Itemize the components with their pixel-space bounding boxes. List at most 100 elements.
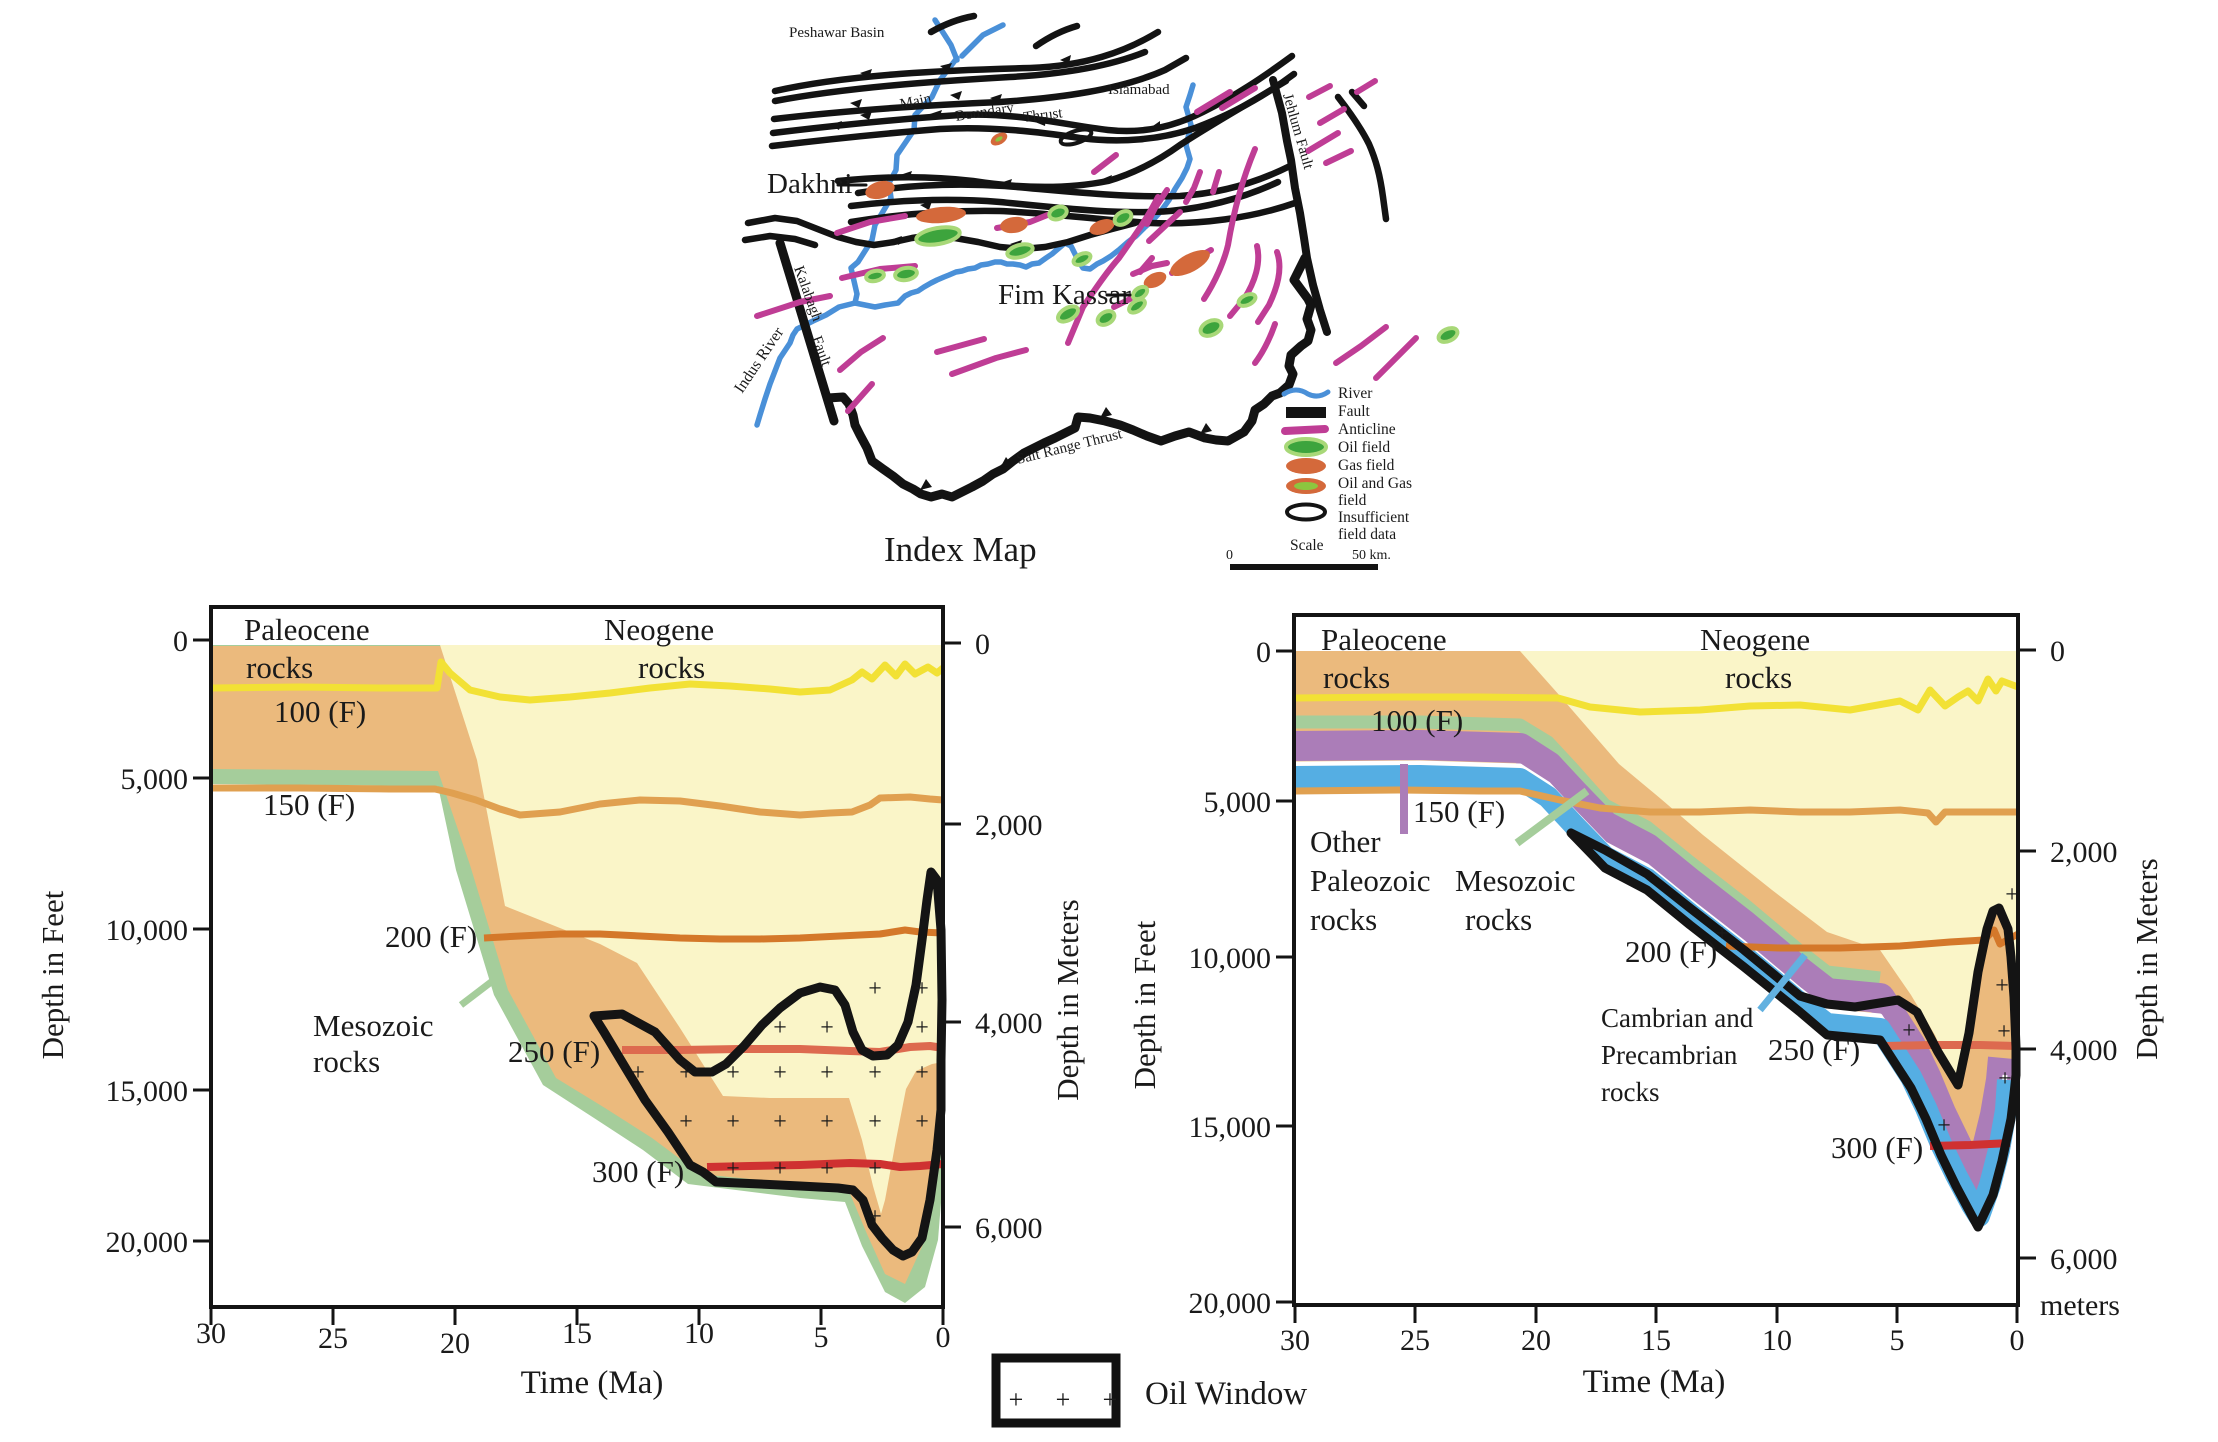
svg-text:+: + [820,1156,834,1182]
svg-text:Depth in Feet: Depth in Feet [35,890,70,1059]
svg-text:100 (F): 100 (F) [1371,703,1463,738]
svg-text:+: + [1056,1385,1071,1414]
svg-text:+: + [1998,1066,2012,1092]
svg-text:+: + [915,1015,929,1041]
svg-text:rocks: rocks [313,1044,380,1079]
svg-text:4,000: 4,000 [975,1007,1043,1040]
svg-text:+: + [1009,1385,1024,1414]
svg-text:+: + [868,1109,882,1135]
svg-text:200 (F): 200 (F) [385,919,477,954]
svg-text:0: 0 [936,1321,951,1354]
svg-text:Scale: Scale [1290,537,1324,554]
svg-text:Paleocene: Paleocene [1321,622,1447,657]
svg-text:30: 30 [1280,1324,1310,1357]
svg-text:Time (Ma): Time (Ma) [521,1365,664,1401]
svg-text:300 (F): 300 (F) [1831,1130,1923,1165]
svg-text:+: + [820,1015,834,1041]
svg-text:10: 10 [1762,1324,1792,1357]
svg-text:250 (F): 250 (F) [508,1034,600,1069]
svg-text:Cambrian and: Cambrian and [1601,1003,1754,1033]
svg-text:+: + [773,1015,787,1041]
svg-text:+: + [868,1204,882,1230]
svg-text:+: + [726,1156,740,1182]
svg-text:rocks: rocks [246,650,313,685]
svg-text:+: + [868,1156,882,1182]
svg-text:rocks: rocks [638,650,705,685]
svg-text:300 (F): 300 (F) [592,1154,684,1189]
svg-text:5: 5 [1890,1324,1905,1357]
svg-text:0: 0 [975,628,990,661]
svg-text:150 (F): 150 (F) [263,787,355,822]
svg-text:0: 0 [1256,636,1271,669]
svg-text:rocks: rocks [1310,902,1377,937]
svg-text:25: 25 [1400,1324,1430,1357]
svg-text:5,000: 5,000 [1204,786,1272,819]
svg-text:Other: Other [1310,824,1381,859]
svg-text:5: 5 [814,1321,829,1354]
svg-text:Time (Ma): Time (Ma) [1583,1364,1726,1400]
svg-text:+: + [868,976,882,1002]
svg-text:15,000: 15,000 [1189,1111,1272,1144]
svg-text:6,000: 6,000 [975,1212,1043,1245]
svg-text:+: + [2005,882,2019,908]
svg-text:10,000: 10,000 [1189,942,1272,975]
svg-text:2,000: 2,000 [975,809,1043,842]
svg-text:Islamabad: Islamabad [1108,82,1170,98]
svg-text:+: + [631,1060,645,1086]
svg-text:rocks: rocks [1323,660,1390,695]
svg-text:0: 0 [173,625,188,658]
svg-text:+: + [773,1060,787,1086]
svg-text:30: 30 [196,1317,226,1350]
svg-text:150 (F): 150 (F) [1413,794,1505,829]
svg-text:Paleocene: Paleocene [244,612,370,647]
svg-text:+: + [726,1060,740,1086]
svg-text:rocks: rocks [1465,902,1532,937]
svg-text:+: + [915,1109,929,1135]
svg-text:+: + [726,1109,740,1135]
svg-text:rocks: rocks [1725,660,1792,695]
svg-text:20,000: 20,000 [106,1226,189,1259]
svg-text:Oil Window: Oil Window [1145,1376,1307,1412]
svg-text:rocks: rocks [1601,1077,1659,1107]
svg-text:Precambrian: Precambrian [1601,1040,1738,1070]
svg-text:Peshawar Basin: Peshawar Basin [789,25,885,41]
svg-text:+: + [820,1060,834,1086]
svg-text:100 (F): 100 (F) [274,694,366,729]
svg-text:10: 10 [684,1317,714,1350]
svg-text:Neogene: Neogene [604,612,714,647]
svg-text:+: + [868,1060,882,1086]
svg-text:0: 0 [1226,548,1233,563]
svg-text:+: + [915,1060,929,1086]
svg-text:Thrust: Thrust [1023,105,1065,126]
svg-text:+: + [1103,1385,1118,1414]
svg-text:15: 15 [562,1317,592,1350]
svg-text:field: field [1338,492,1367,509]
svg-text:2,000: 2,000 [2050,836,2118,869]
svg-text:+: + [1995,973,2009,999]
svg-text:Paleozoic: Paleozoic [1310,863,1431,898]
svg-text:Mesozoic: Mesozoic [1455,863,1576,898]
svg-text:15: 15 [1641,1324,1671,1357]
svg-text:Index Map: Index Map [884,530,1037,569]
svg-text:+: + [773,1109,787,1135]
svg-text:+: + [679,1060,693,1086]
svg-text:20: 20 [1521,1324,1551,1357]
svg-text:Depth in Feet: Depth in Feet [1127,920,1162,1089]
svg-text:0: 0 [2010,1324,2025,1357]
svg-text:250 (F): 250 (F) [1768,1032,1860,1067]
svg-text:0: 0 [2050,635,2065,668]
svg-text:Main: Main [899,91,934,113]
svg-text:Gas field: Gas field [1338,457,1395,474]
svg-text:+: + [820,1109,834,1135]
svg-text:200 (F): 200 (F) [1625,934,1717,969]
svg-text:10,000: 10,000 [106,914,189,947]
svg-text:20,000: 20,000 [1189,1287,1272,1320]
svg-text:+: + [679,1109,693,1135]
svg-text:4,000: 4,000 [2050,1034,2118,1067]
svg-text:6,000: 6,000 [2050,1243,2118,1276]
svg-text:meters: meters [2040,1289,2120,1322]
svg-text:Oil field: Oil field [1338,439,1390,456]
svg-text:Anticline: Anticline [1338,421,1396,438]
svg-text:Neogene: Neogene [1700,622,1810,657]
svg-text:15,000: 15,000 [106,1075,189,1108]
